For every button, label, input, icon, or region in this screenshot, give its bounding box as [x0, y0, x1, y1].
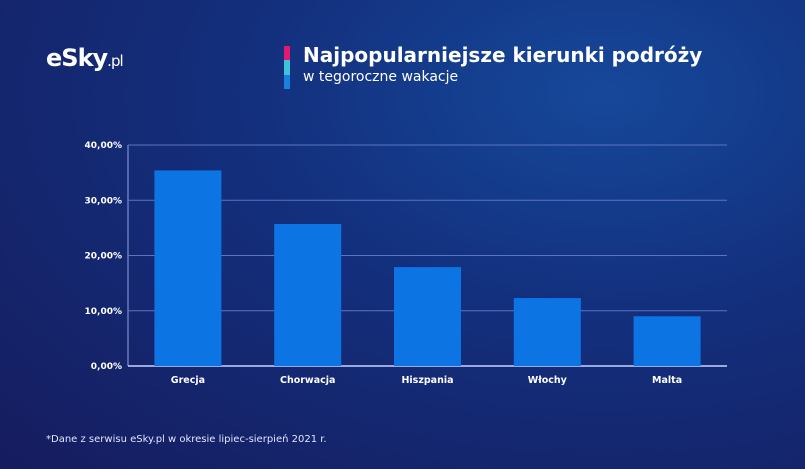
- y-tick-label: 40,00%: [85, 141, 123, 151]
- x-tick-label: Grecja: [171, 375, 205, 386]
- title-accent-bar: [284, 46, 290, 89]
- y-tick-label: 0,00%: [91, 362, 122, 372]
- chart-subtitle: w tegoroczne wakacje: [303, 69, 459, 85]
- x-tick-label: Włochy: [528, 375, 568, 386]
- x-tick-label: Malta: [652, 375, 682, 386]
- esky-logo: eSky.pl: [46, 44, 124, 72]
- bar-hiszpania: [394, 267, 461, 366]
- y-tick-label: 20,00%: [85, 252, 123, 262]
- footnote: *Dane z serwisu eSky.pl w okresie lipiec…: [46, 434, 327, 445]
- y-tick-label: 30,00%: [85, 196, 123, 206]
- bar-włochy: [513, 298, 581, 366]
- bar-grecja: [154, 170, 222, 366]
- x-tick-label: Chorwacja: [280, 375, 335, 386]
- x-tick-label: Hiszpania: [401, 375, 453, 386]
- y-tick-label: 10,00%: [85, 307, 123, 317]
- bar-malta: [633, 316, 701, 366]
- chart-title: Najpopularniejsze kierunki podróży: [303, 43, 703, 67]
- bar-chorwacja: [274, 224, 342, 366]
